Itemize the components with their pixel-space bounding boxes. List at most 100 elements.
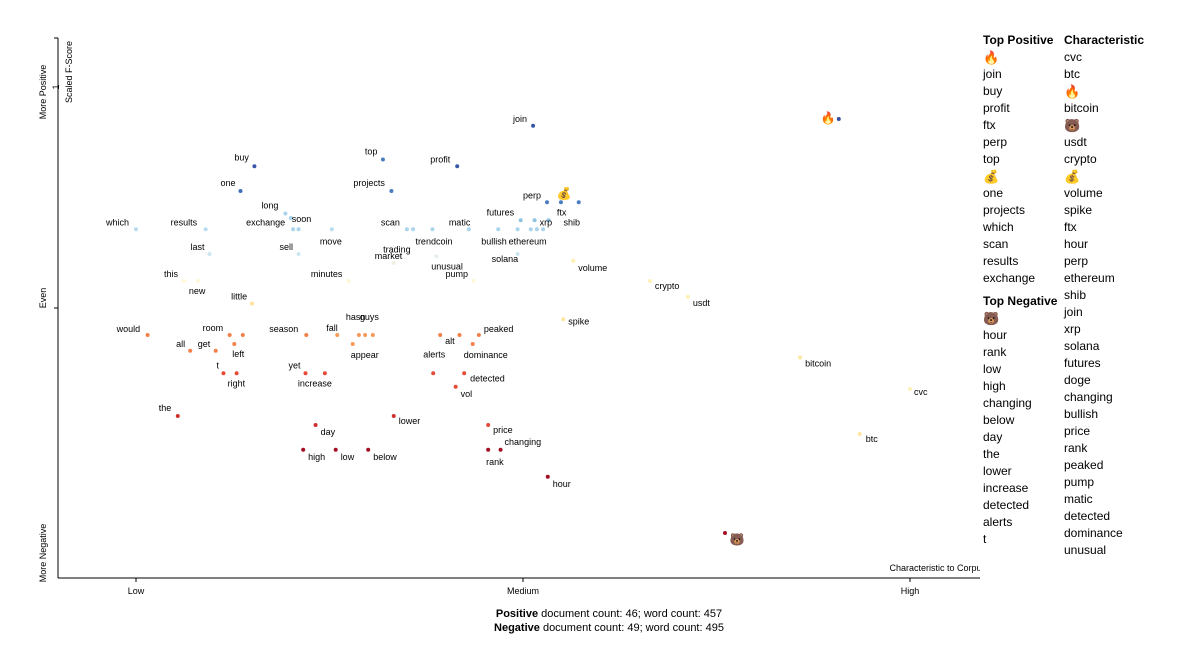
top-positive-term[interactable]: perp xyxy=(983,135,1008,149)
characteristic-emoji-icon[interactable]: 🐻 xyxy=(1064,118,1081,133)
point-ethereum xyxy=(515,227,520,232)
top-negative-term[interactable]: increase xyxy=(983,481,1029,495)
point-peaked xyxy=(476,333,481,337)
top-negative-term[interactable]: t xyxy=(983,532,987,546)
characteristic-term[interactable]: doge xyxy=(1064,373,1091,387)
point-futures xyxy=(518,218,523,223)
characteristic-term[interactable]: rank xyxy=(1064,441,1088,455)
term-label-last: last xyxy=(191,242,206,252)
top-negative-term[interactable]: detected xyxy=(983,498,1030,512)
point-little xyxy=(250,301,255,306)
point-which xyxy=(134,227,138,232)
x-tick-label: Medium xyxy=(507,586,539,596)
top-negative-term[interactable]: the xyxy=(983,447,1000,461)
term-label-usdt: usdt xyxy=(693,298,711,308)
characteristic-term[interactable]: bullish xyxy=(1064,407,1099,421)
term-label-soon: soon xyxy=(292,214,312,224)
term-label-trendcoin: trendcoin xyxy=(415,236,452,246)
emoji-point-icon: 🔥 xyxy=(820,111,835,125)
top-negative-term[interactable]: high xyxy=(983,379,1006,393)
characteristic-term[interactable]: btc xyxy=(1064,67,1081,81)
term-label-changing: changing xyxy=(505,437,542,447)
characteristic-emoji-icon[interactable]: 💰 xyxy=(1064,169,1081,184)
characteristic-term[interactable]: solana xyxy=(1064,339,1100,353)
characteristic-term[interactable]: shib xyxy=(1064,288,1087,302)
top-positive-term[interactable]: which xyxy=(983,220,1014,234)
term-label-new: new xyxy=(189,286,206,296)
top-negative-term[interactable]: changing xyxy=(983,396,1032,410)
top-positive-emoji-icon[interactable]: 💰 xyxy=(983,169,1000,184)
characteristic-term[interactable]: crypto xyxy=(1064,152,1097,166)
point-detected xyxy=(462,371,467,376)
characteristic-term[interactable]: cvc xyxy=(1064,50,1082,64)
characteristic-term[interactable]: peaked xyxy=(1064,458,1104,472)
characteristic-term[interactable]: xrp xyxy=(1064,322,1081,336)
top-positive-term[interactable]: exchange xyxy=(983,271,1036,285)
top-positive-term[interactable]: buy xyxy=(983,84,1003,98)
top-negative-term[interactable]: lower xyxy=(983,464,1012,478)
top-positive-term[interactable]: ftx xyxy=(983,118,996,132)
characteristic-term[interactable]: changing xyxy=(1064,390,1113,404)
term-label-alt: alt xyxy=(445,336,455,346)
characteristic-heading: Characteristic xyxy=(1064,33,1145,47)
term-label-scan: scan xyxy=(381,217,400,227)
top-negative-term[interactable]: hour xyxy=(983,328,1008,342)
top-positive-emoji-icon[interactable]: 🔥 xyxy=(983,50,1000,65)
top-negative-emoji-icon[interactable]: 🐻 xyxy=(983,311,1000,326)
point-minutes xyxy=(346,279,351,283)
characteristic-term[interactable]: spike xyxy=(1064,203,1093,217)
point-left xyxy=(232,342,237,346)
characteristic-term[interactable]: price xyxy=(1064,424,1091,438)
top-negative-term[interactable]: rank xyxy=(983,345,1007,359)
scatter-plot: Low Medium High Characteristic to Corpus Sca… xyxy=(38,37,980,596)
point-buy xyxy=(252,164,257,169)
point xyxy=(541,227,546,232)
point-trading xyxy=(397,254,402,259)
point-day xyxy=(313,423,318,427)
top-positive-term[interactable]: top xyxy=(983,152,1000,166)
point-fall xyxy=(335,333,340,337)
positive-label: Positive xyxy=(495,608,539,620)
point xyxy=(528,227,533,232)
term-label-day: day xyxy=(321,427,336,437)
point-solana xyxy=(515,252,520,256)
point xyxy=(576,200,581,205)
top-negative-term[interactable]: below xyxy=(983,413,1015,427)
characteristic-emoji-icon[interactable]: 🔥 xyxy=(1064,84,1081,99)
term-label-xrp: xrp xyxy=(540,217,553,227)
top-negative-term[interactable]: alerts xyxy=(983,515,1013,529)
characteristic-term[interactable]: detected xyxy=(1064,509,1111,523)
characteristic-term[interactable]: join xyxy=(1064,305,1083,319)
term-label-top: top xyxy=(365,147,378,157)
top-negative-term[interactable]: low xyxy=(983,362,1002,376)
top-positive-term[interactable]: results xyxy=(983,254,1019,268)
characteristic-term[interactable]: bitcoin xyxy=(1064,101,1099,115)
characteristic-term[interactable]: unusual xyxy=(1064,543,1107,557)
characteristic-term[interactable]: ftx xyxy=(1064,220,1077,234)
top-negative-term[interactable]: day xyxy=(983,430,1003,444)
characteristic-term[interactable]: pump xyxy=(1064,475,1095,489)
characteristic-term[interactable]: matic xyxy=(1064,492,1093,506)
term-label-crypto: crypto xyxy=(655,281,680,291)
top-positive-term[interactable]: scan xyxy=(983,237,1009,251)
characteristic-term[interactable]: futures xyxy=(1064,356,1101,370)
characteristic-term[interactable]: perp xyxy=(1064,254,1089,268)
point-changing xyxy=(498,447,503,452)
point-get xyxy=(213,348,218,353)
labels-layer: join buy one top profit projects perp ftx future… xyxy=(105,111,928,547)
top-positive-term[interactable]: projects xyxy=(983,203,1026,217)
point-pump xyxy=(471,279,476,283)
characteristic-term[interactable]: usdt xyxy=(1064,135,1087,149)
point-room xyxy=(227,333,232,337)
point-cvc xyxy=(908,387,912,391)
point-volume xyxy=(571,258,576,263)
characteristic-term[interactable]: dominance xyxy=(1064,526,1123,540)
top-positive-term[interactable]: join xyxy=(983,67,1002,81)
characteristic-term[interactable]: hour xyxy=(1064,237,1089,251)
characteristic-term[interactable]: volume xyxy=(1064,186,1103,200)
top-positive-term[interactable]: profit xyxy=(983,101,1010,115)
term-label-room: room xyxy=(203,323,224,333)
negative-label: Negative xyxy=(494,622,540,634)
characteristic-term[interactable]: ethereum xyxy=(1064,271,1115,285)
top-positive-term[interactable]: one xyxy=(983,186,1004,200)
